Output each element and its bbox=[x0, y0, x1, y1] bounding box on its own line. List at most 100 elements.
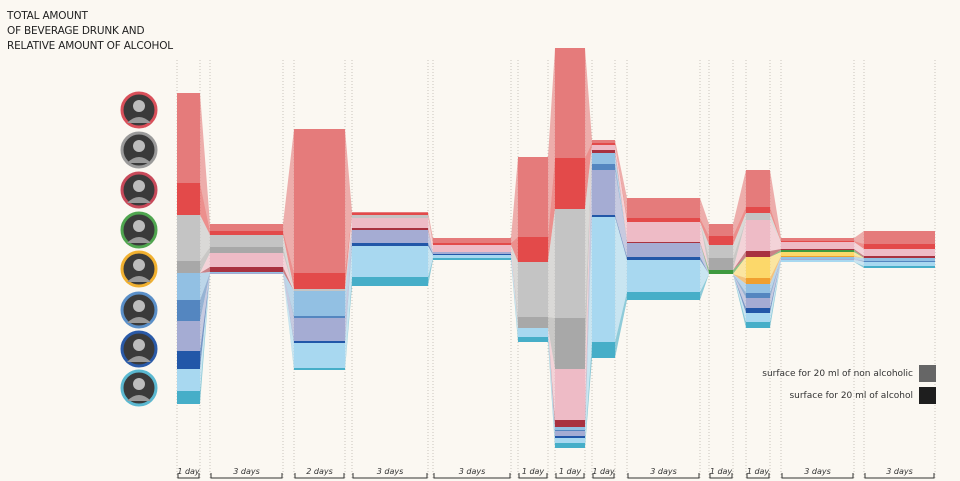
segment-alcohol bbox=[210, 267, 283, 272]
segment-non-alcoholic bbox=[177, 273, 200, 300]
segment-non-alcoholic bbox=[555, 431, 585, 436]
person-head-icon bbox=[133, 140, 145, 152]
transition-band bbox=[200, 272, 210, 300]
period-bracket bbox=[781, 473, 854, 479]
segment-non-alcoholic bbox=[746, 170, 770, 207]
segment-alcohol bbox=[210, 247, 283, 253]
transition-band bbox=[770, 220, 781, 251]
transition-band bbox=[615, 217, 627, 342]
transition-band bbox=[615, 140, 627, 218]
transition-band bbox=[345, 213, 352, 289]
transition-band bbox=[548, 337, 555, 448]
segment-alcohol bbox=[746, 251, 770, 257]
transition-band bbox=[428, 258, 433, 286]
transition-band bbox=[615, 215, 627, 260]
segment-non-alcoholic bbox=[709, 245, 733, 258]
transition-band bbox=[283, 129, 294, 273]
segment-alcohol bbox=[746, 278, 770, 284]
segment-non-alcoholic bbox=[210, 253, 283, 267]
transition-band bbox=[200, 267, 210, 273]
segment-alcohol bbox=[433, 258, 511, 260]
segment-alcohol bbox=[518, 317, 548, 328]
segment-non-alcoholic bbox=[352, 215, 428, 218]
segment-non-alcoholic bbox=[210, 272, 283, 273]
transition-band bbox=[854, 257, 864, 261]
segment-non-alcoholic bbox=[210, 273, 283, 274]
period-bracket bbox=[177, 473, 200, 479]
transition-band bbox=[615, 153, 627, 243]
segment-alcohol bbox=[781, 249, 854, 250]
segment-non-alcoholic bbox=[627, 243, 700, 257]
segment-non-alcoholic bbox=[864, 258, 935, 261]
period-bracket bbox=[864, 473, 935, 479]
segment-alcohol bbox=[592, 143, 615, 145]
segment-alcohol bbox=[592, 164, 615, 170]
segment-non-alcoholic bbox=[864, 231, 935, 244]
person-body-icon bbox=[127, 395, 151, 401]
segment-alcohol bbox=[781, 241, 854, 242]
transition-band bbox=[283, 253, 294, 291]
transition-band bbox=[854, 242, 864, 256]
segment-alcohol bbox=[555, 158, 585, 209]
period-label: 3 days bbox=[233, 467, 260, 476]
segment-non-alcoholic bbox=[781, 242, 854, 249]
transition-band bbox=[733, 274, 746, 328]
period-label: 3 days bbox=[459, 467, 486, 476]
transition-band bbox=[200, 93, 210, 231]
segment-non-alcoholic bbox=[352, 218, 428, 228]
person-body-icon bbox=[127, 237, 151, 243]
period-bracket bbox=[709, 473, 733, 479]
segment-alcohol bbox=[555, 436, 585, 438]
segment-alcohol bbox=[746, 308, 770, 313]
transition-band bbox=[585, 48, 592, 158]
transition-band bbox=[428, 215, 433, 245]
transition-band bbox=[615, 292, 627, 358]
segment-non-alcoholic bbox=[518, 328, 548, 337]
transition-band bbox=[345, 277, 352, 370]
transition-band bbox=[200, 247, 210, 273]
segment-non-alcoholic bbox=[433, 245, 511, 252]
segment-alcohol bbox=[177, 300, 200, 321]
transition-band bbox=[733, 220, 746, 270]
transition-band bbox=[345, 215, 352, 291]
segment-non-alcoholic bbox=[177, 321, 200, 351]
transition-band bbox=[548, 209, 555, 318]
segment-alcohol bbox=[177, 351, 200, 369]
transition-band bbox=[770, 252, 781, 278]
period-bracket bbox=[352, 473, 428, 479]
segment-alcohol bbox=[294, 316, 345, 318]
transition-band bbox=[854, 262, 864, 268]
segment-alcohol bbox=[746, 322, 770, 328]
transition-band bbox=[345, 230, 352, 341]
person-body-icon bbox=[127, 356, 151, 362]
segment-non-alcoholic bbox=[627, 260, 700, 292]
transition-band bbox=[428, 246, 433, 277]
segment-non-alcoholic bbox=[592, 145, 615, 150]
transition-band bbox=[770, 207, 781, 242]
transition-band bbox=[345, 218, 352, 291]
segment-alcohol bbox=[177, 261, 200, 273]
legend-non-alcoholic-label: surface for 20 ml of non alcoholic bbox=[762, 368, 913, 379]
chart-title: TOTAL AMOUNT OF BEVERAGE DRUNK AND RELAT… bbox=[7, 9, 173, 54]
period-label: 1 day bbox=[592, 467, 615, 476]
transition-band bbox=[770, 213, 781, 242]
transition-band bbox=[511, 157, 518, 243]
transition-band bbox=[733, 170, 746, 236]
period-bracket bbox=[746, 473, 770, 479]
segment-alcohol bbox=[864, 244, 935, 249]
segment-alcohol bbox=[555, 318, 585, 369]
transition-band bbox=[428, 218, 433, 252]
person-head-icon bbox=[133, 100, 145, 112]
segment-non-alcoholic bbox=[746, 298, 770, 308]
person-head-icon bbox=[133, 259, 145, 271]
segment-alcohol bbox=[433, 243, 511, 245]
transition-band bbox=[585, 170, 592, 436]
period-bracket bbox=[210, 473, 283, 479]
segment-non-alcoholic bbox=[746, 220, 770, 251]
segment-alcohol bbox=[709, 258, 733, 270]
period-label: 3 days bbox=[650, 467, 677, 476]
transition-band bbox=[854, 250, 864, 258]
segment-alcohol bbox=[352, 277, 428, 286]
transition-band bbox=[770, 257, 781, 293]
